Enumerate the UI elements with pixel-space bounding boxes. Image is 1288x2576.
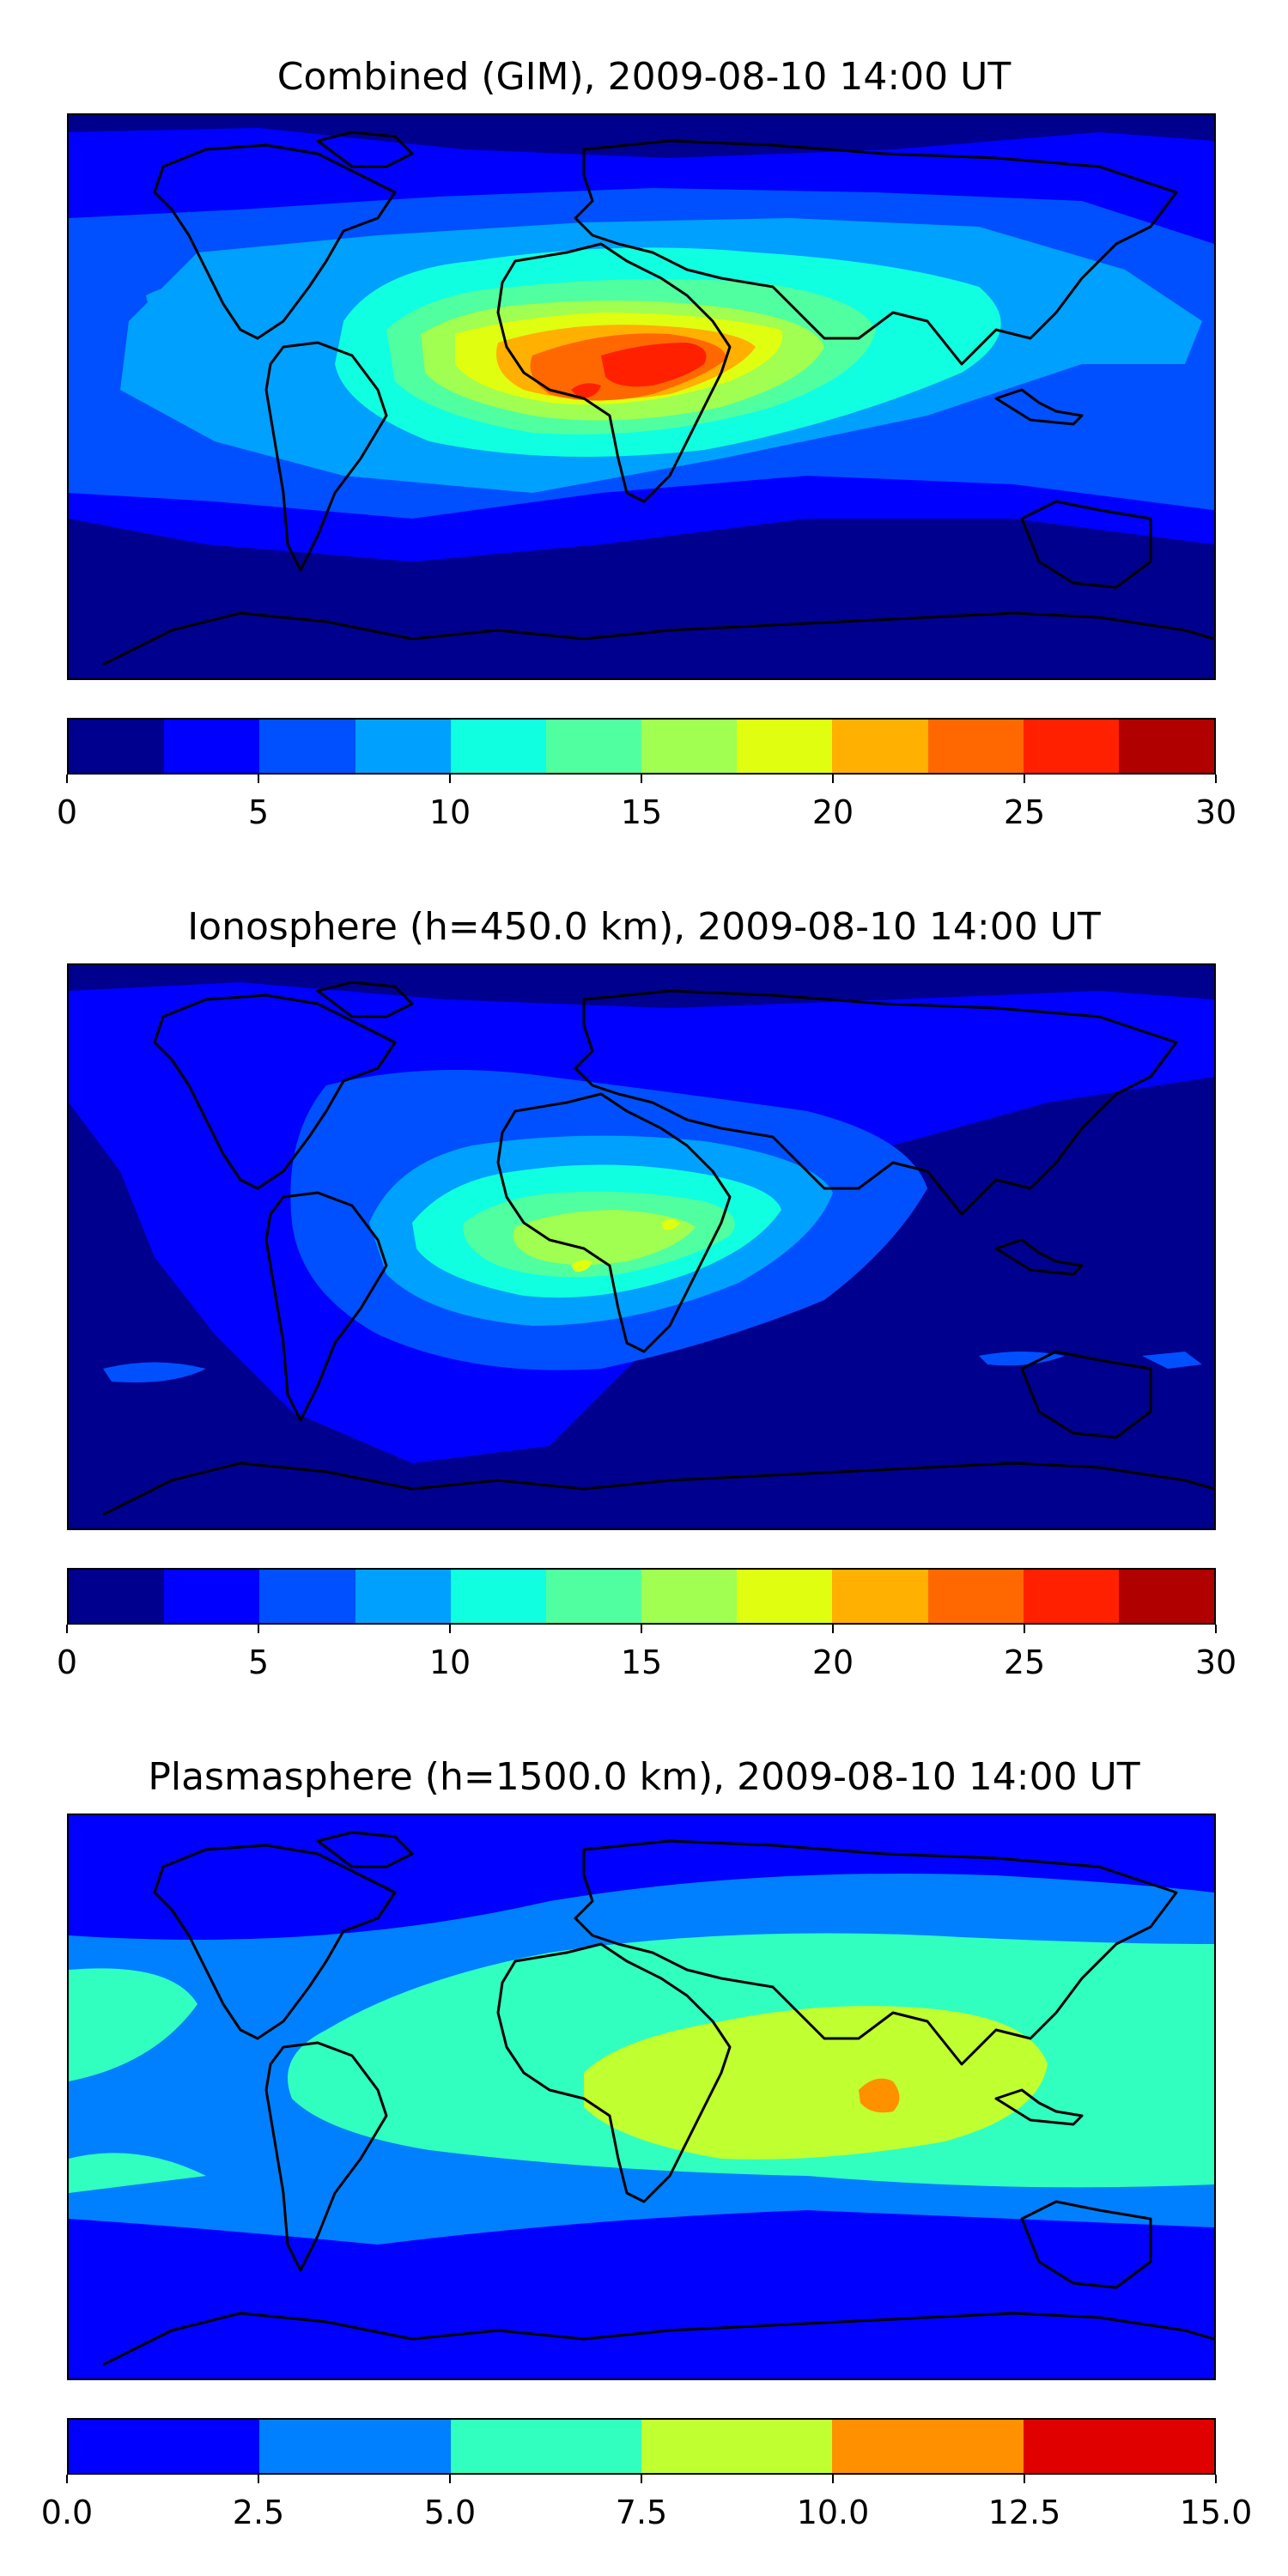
colorbar-tick-label: 15 xyxy=(620,793,663,831)
colorbar-tick-label: 25 xyxy=(1003,1643,1046,1681)
colorbar-tick-label: 7.5 xyxy=(615,2494,668,2531)
level-band xyxy=(571,1219,680,1273)
colorbar-tick xyxy=(832,775,834,783)
colorbar-tick xyxy=(66,2475,68,2483)
colorbar-tick xyxy=(641,775,642,783)
colorbar-segment xyxy=(259,720,355,773)
colorbar-tick-label: 30 xyxy=(1194,1643,1237,1681)
colorbar-tick-label: 2.5 xyxy=(232,2494,285,2531)
colorbar-segment xyxy=(545,720,642,773)
colorbar-segment xyxy=(1023,1570,1119,1623)
colorbar-tick-label: 12.5 xyxy=(987,2494,1061,2531)
colorbar-tick-label: 15.0 xyxy=(1179,2494,1253,2531)
colorbar-segment xyxy=(832,720,928,773)
colorbar-tick-label: 30 xyxy=(1194,793,1237,831)
colorbar-tick xyxy=(449,775,451,783)
colorbar xyxy=(67,2418,1216,2475)
colorbar-tick xyxy=(258,2475,259,2483)
colorbar-segment xyxy=(450,720,546,773)
contour-map xyxy=(69,965,1214,1528)
map-plot xyxy=(67,1814,1216,2380)
colorbar-tick-label: 0.0 xyxy=(40,2494,94,2531)
colorbar-tick xyxy=(66,775,68,783)
coastlines xyxy=(102,981,1214,1516)
colorbar-segment xyxy=(737,1570,833,1623)
colorbar-tick xyxy=(258,1625,259,1633)
colorbar-segment xyxy=(832,2420,1024,2473)
colorbar-tick xyxy=(1024,2475,1025,2483)
colorbar-tick-label: 5 xyxy=(247,793,270,831)
contour-map xyxy=(69,1815,1214,2379)
colorbar-segment xyxy=(641,720,738,773)
colorbar-tick-label: 0 xyxy=(56,1643,78,1681)
colorbar-tick-label: 10.0 xyxy=(796,2494,870,2531)
colorbar-tick-label: 25 xyxy=(1003,793,1046,831)
colorbar-segment xyxy=(641,1570,738,1623)
coastlines xyxy=(102,1831,1214,2366)
colorbar-tick xyxy=(1215,2475,1217,2483)
colorbar xyxy=(67,718,1216,775)
colorbar-segment xyxy=(1118,720,1215,773)
level-band xyxy=(69,2153,206,2193)
colorbar-segment xyxy=(69,2420,260,2473)
colorbar-segment xyxy=(450,1570,546,1623)
colorbar-segment xyxy=(69,1570,165,1623)
colorbar-tick xyxy=(641,2475,642,2483)
level-band xyxy=(859,2078,900,2113)
colorbar-tick xyxy=(832,2475,834,2483)
colorbar-segment xyxy=(355,720,451,773)
colorbar-tick-label: 10 xyxy=(428,1643,471,1681)
colorbar-segment xyxy=(1023,720,1119,773)
coastlines xyxy=(102,131,1214,666)
colorbar-segment xyxy=(450,2420,641,2473)
colorbar-tick-label: 10 xyxy=(428,793,471,831)
colorbar-tick-label: 20 xyxy=(811,1643,854,1681)
colorbar-tick-label: 5 xyxy=(247,1643,270,1681)
colorbar-segment xyxy=(641,2420,833,2473)
contour-map xyxy=(69,115,1214,678)
colorbar-ticks: 0 5 10 15 20 25 30 xyxy=(57,1625,1236,1681)
colorbar-tick xyxy=(66,1625,68,1633)
colorbar-tick-label: 5.0 xyxy=(423,2494,477,2531)
colorbar-tick xyxy=(449,2475,451,2483)
map-plot xyxy=(67,963,1216,1530)
colorbar-tick xyxy=(1215,775,1217,783)
colorbar-tick-label: 0 xyxy=(56,793,78,831)
chart-title: Ionosphere (h=450.0 km), 2009-08-10 14:0… xyxy=(187,905,1101,949)
colorbar-tick-label: 20 xyxy=(811,793,854,831)
colorbar-segment xyxy=(355,1570,451,1623)
colorbar-segment xyxy=(259,2420,451,2473)
colorbar-tick xyxy=(641,1625,642,1633)
colorbar-tick-label: 15 xyxy=(620,1643,663,1681)
colorbar-segment xyxy=(69,720,165,773)
level-band xyxy=(584,2006,1048,2160)
colorbar-tick xyxy=(449,1625,451,1633)
colorbar-segment xyxy=(1023,2420,1214,2473)
level-band xyxy=(513,1210,696,1265)
colorbar xyxy=(67,1568,1216,1625)
colorbar-segment xyxy=(927,1570,1024,1623)
colorbar-segment xyxy=(737,720,833,773)
colorbar-segment xyxy=(164,1570,260,1623)
map-plot xyxy=(67,113,1216,680)
colorbar-segment xyxy=(545,1570,642,1623)
colorbar-segment xyxy=(927,720,1024,773)
colorbar-tick xyxy=(1024,775,1025,783)
colorbar-segment xyxy=(259,1570,355,1623)
colorbar-tick xyxy=(1215,1625,1217,1633)
colorbar-tick xyxy=(258,775,259,783)
chart-title: Plasmasphere (h=1500.0 km), 2009-08-10 1… xyxy=(148,1755,1140,1799)
colorbar-segment xyxy=(1118,1570,1215,1623)
level-band xyxy=(571,343,707,398)
colorbar-tick xyxy=(1024,1625,1025,1633)
colorbar-segment xyxy=(164,720,260,773)
colorbar-segment xyxy=(832,1570,928,1623)
colorbar-tick xyxy=(832,1625,834,1633)
colorbar-ticks: 0.0 2.5 5.0 7.5 10.0 12.5 15.0 xyxy=(41,2475,1252,2531)
chart-title: Combined (GIM), 2009-08-10 14:00 UT xyxy=(276,55,1012,99)
colorbar-ticks: 0 5 10 15 20 25 30 xyxy=(57,775,1236,831)
